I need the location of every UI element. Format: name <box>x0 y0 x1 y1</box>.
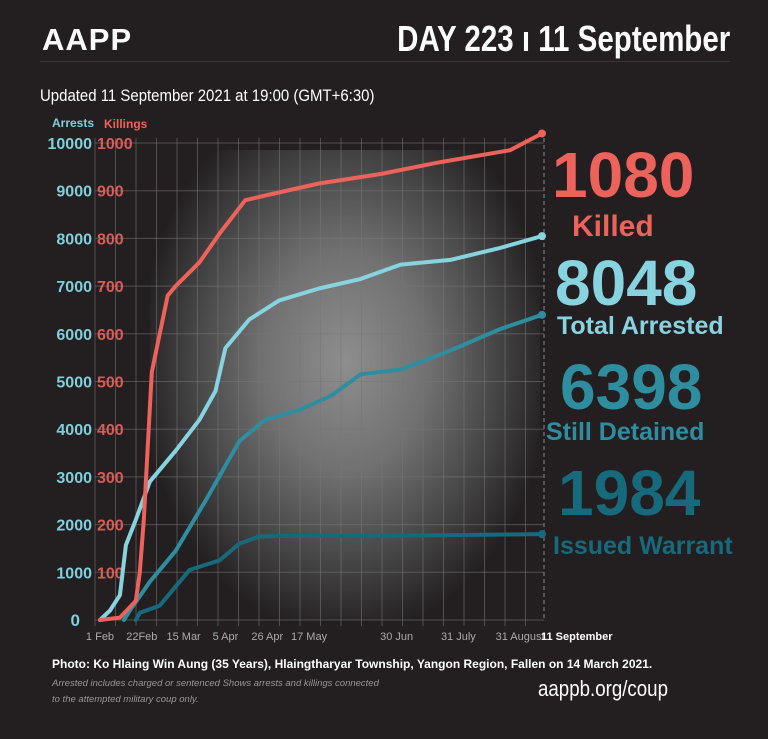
arrest-tick-label: 1000 <box>56 565 92 582</box>
killing-tick-label: 800 <box>97 231 124 248</box>
killing-tick-label: 200 <box>97 518 124 535</box>
x-tick-label: 17 May <box>291 631 328 643</box>
x-tick-label: 31 August <box>496 631 545 643</box>
arrested-count: 8048 <box>555 247 698 319</box>
brand-logo: AAPP <box>42 22 133 57</box>
series-end-marker <box>538 530 546 539</box>
arrest-tick-label: 4000 <box>56 422 92 439</box>
killing-tick-label: 300 <box>97 470 124 487</box>
killing-tick-label: 400 <box>97 422 124 439</box>
x-tick-label: 31 July <box>441 631 476 643</box>
arrest-tick-label: 5000 <box>56 375 92 392</box>
arrest-tick-label: 9000 <box>56 184 92 201</box>
x-tick-label: 30 Jun <box>380 631 413 643</box>
divider <box>40 61 730 62</box>
arrest-tick-label: 3000 <box>56 470 92 487</box>
killing-tick-label: 1000 <box>97 136 133 153</box>
website-link[interactable]: aappb.org/coup <box>538 676 668 701</box>
killed-count: 1080 <box>552 139 695 211</box>
arrest-tick-label: 6000 <box>56 327 92 344</box>
arrest-tick-label: 10000 <box>48 136 93 153</box>
arrests-axis-label: Arrests <box>52 116 94 130</box>
x-tick-label: 11 September <box>541 631 613 643</box>
day-title: DAY 223 ı 11 September <box>396 18 730 59</box>
x-tick-label: 5 Apr <box>213 631 239 643</box>
warrant-count: 1984 <box>558 457 701 529</box>
x-tick-label: 1 Feb <box>86 631 114 643</box>
arrest-tick-label: 2000 <box>56 518 92 535</box>
killing-tick-label: 600 <box>97 327 124 344</box>
series-line-killings <box>98 131 544 622</box>
series-end-marker <box>538 310 546 319</box>
photo-caption: Photo: Ko Hlaing Win Aung (35 Years), Hl… <box>52 657 653 671</box>
x-tick-label: 26 Apr <box>251 631 283 643</box>
updated-timestamp: Updated 11 September 2021 at 19:00 (GMT+… <box>40 86 375 105</box>
x-tick-label: 15 Mar <box>166 631 201 643</box>
arrest-tick-label: 8000 <box>56 231 92 248</box>
killing-tick-label: 700 <box>97 279 124 296</box>
killing-tick-label: 900 <box>97 184 124 201</box>
killing-tick-label: 100 <box>97 565 124 582</box>
killings-axis-label: Killings <box>104 117 148 131</box>
arrested-label: Total Arrested <box>557 312 724 340</box>
detained-count: 6398 <box>560 351 703 423</box>
killed-label: Killed <box>572 210 654 243</box>
detained-label: Still Detained <box>546 418 705 446</box>
series-line-total-arrested <box>98 234 544 622</box>
x-tick-label: 22Feb <box>126 631 157 643</box>
series-line-issued-warrant <box>133 532 544 622</box>
arrest-tick-label: 0 <box>71 611 80 630</box>
arrest-tick-label: 7000 <box>56 279 92 296</box>
series-line-still-detained <box>121 312 544 622</box>
series-end-marker <box>538 232 546 241</box>
series-end-marker <box>538 129 546 138</box>
footnote: Arrested includes charged or sentenced S… <box>52 678 379 705</box>
killing-tick-label: 500 <box>97 375 124 392</box>
warrant-label: Issued Warrant <box>553 532 733 560</box>
